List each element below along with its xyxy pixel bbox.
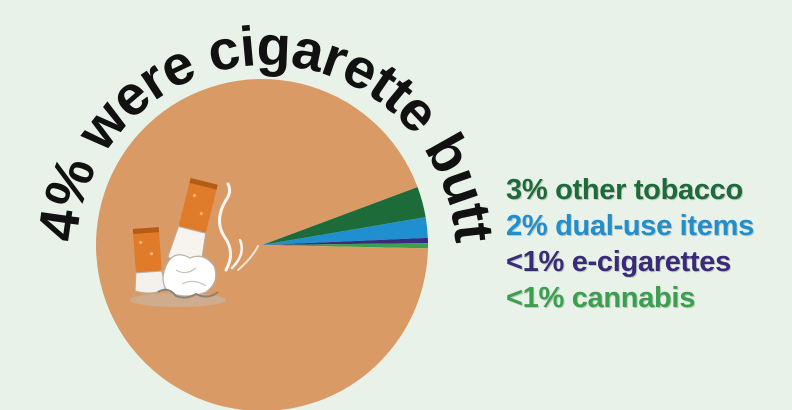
pie-slice-3-other-tobacco (262, 186, 426, 245)
cigarette-butts-icon (130, 177, 259, 307)
legend-item-dual-use: 2% dual-use items (506, 210, 754, 242)
pie-slice-1-e-cigarettes (262, 237, 428, 245)
legend-item-other-tobacco: 3% other tobacco (506, 174, 743, 206)
pie-slice-cigarette-butts (96, 79, 428, 410)
pie-slices (96, 79, 428, 410)
chart-legend: 3% other tobacco 2% dual-use items <1% e… (506, 172, 754, 316)
legend-item-cannabis: <1% cannabis (506, 282, 696, 314)
legend-item-e-cigarettes: <1% e-cigarettes (506, 246, 731, 278)
pie-slice-1-cannabis (262, 243, 428, 249)
pie-slice-2-dual-use-items (262, 217, 428, 245)
